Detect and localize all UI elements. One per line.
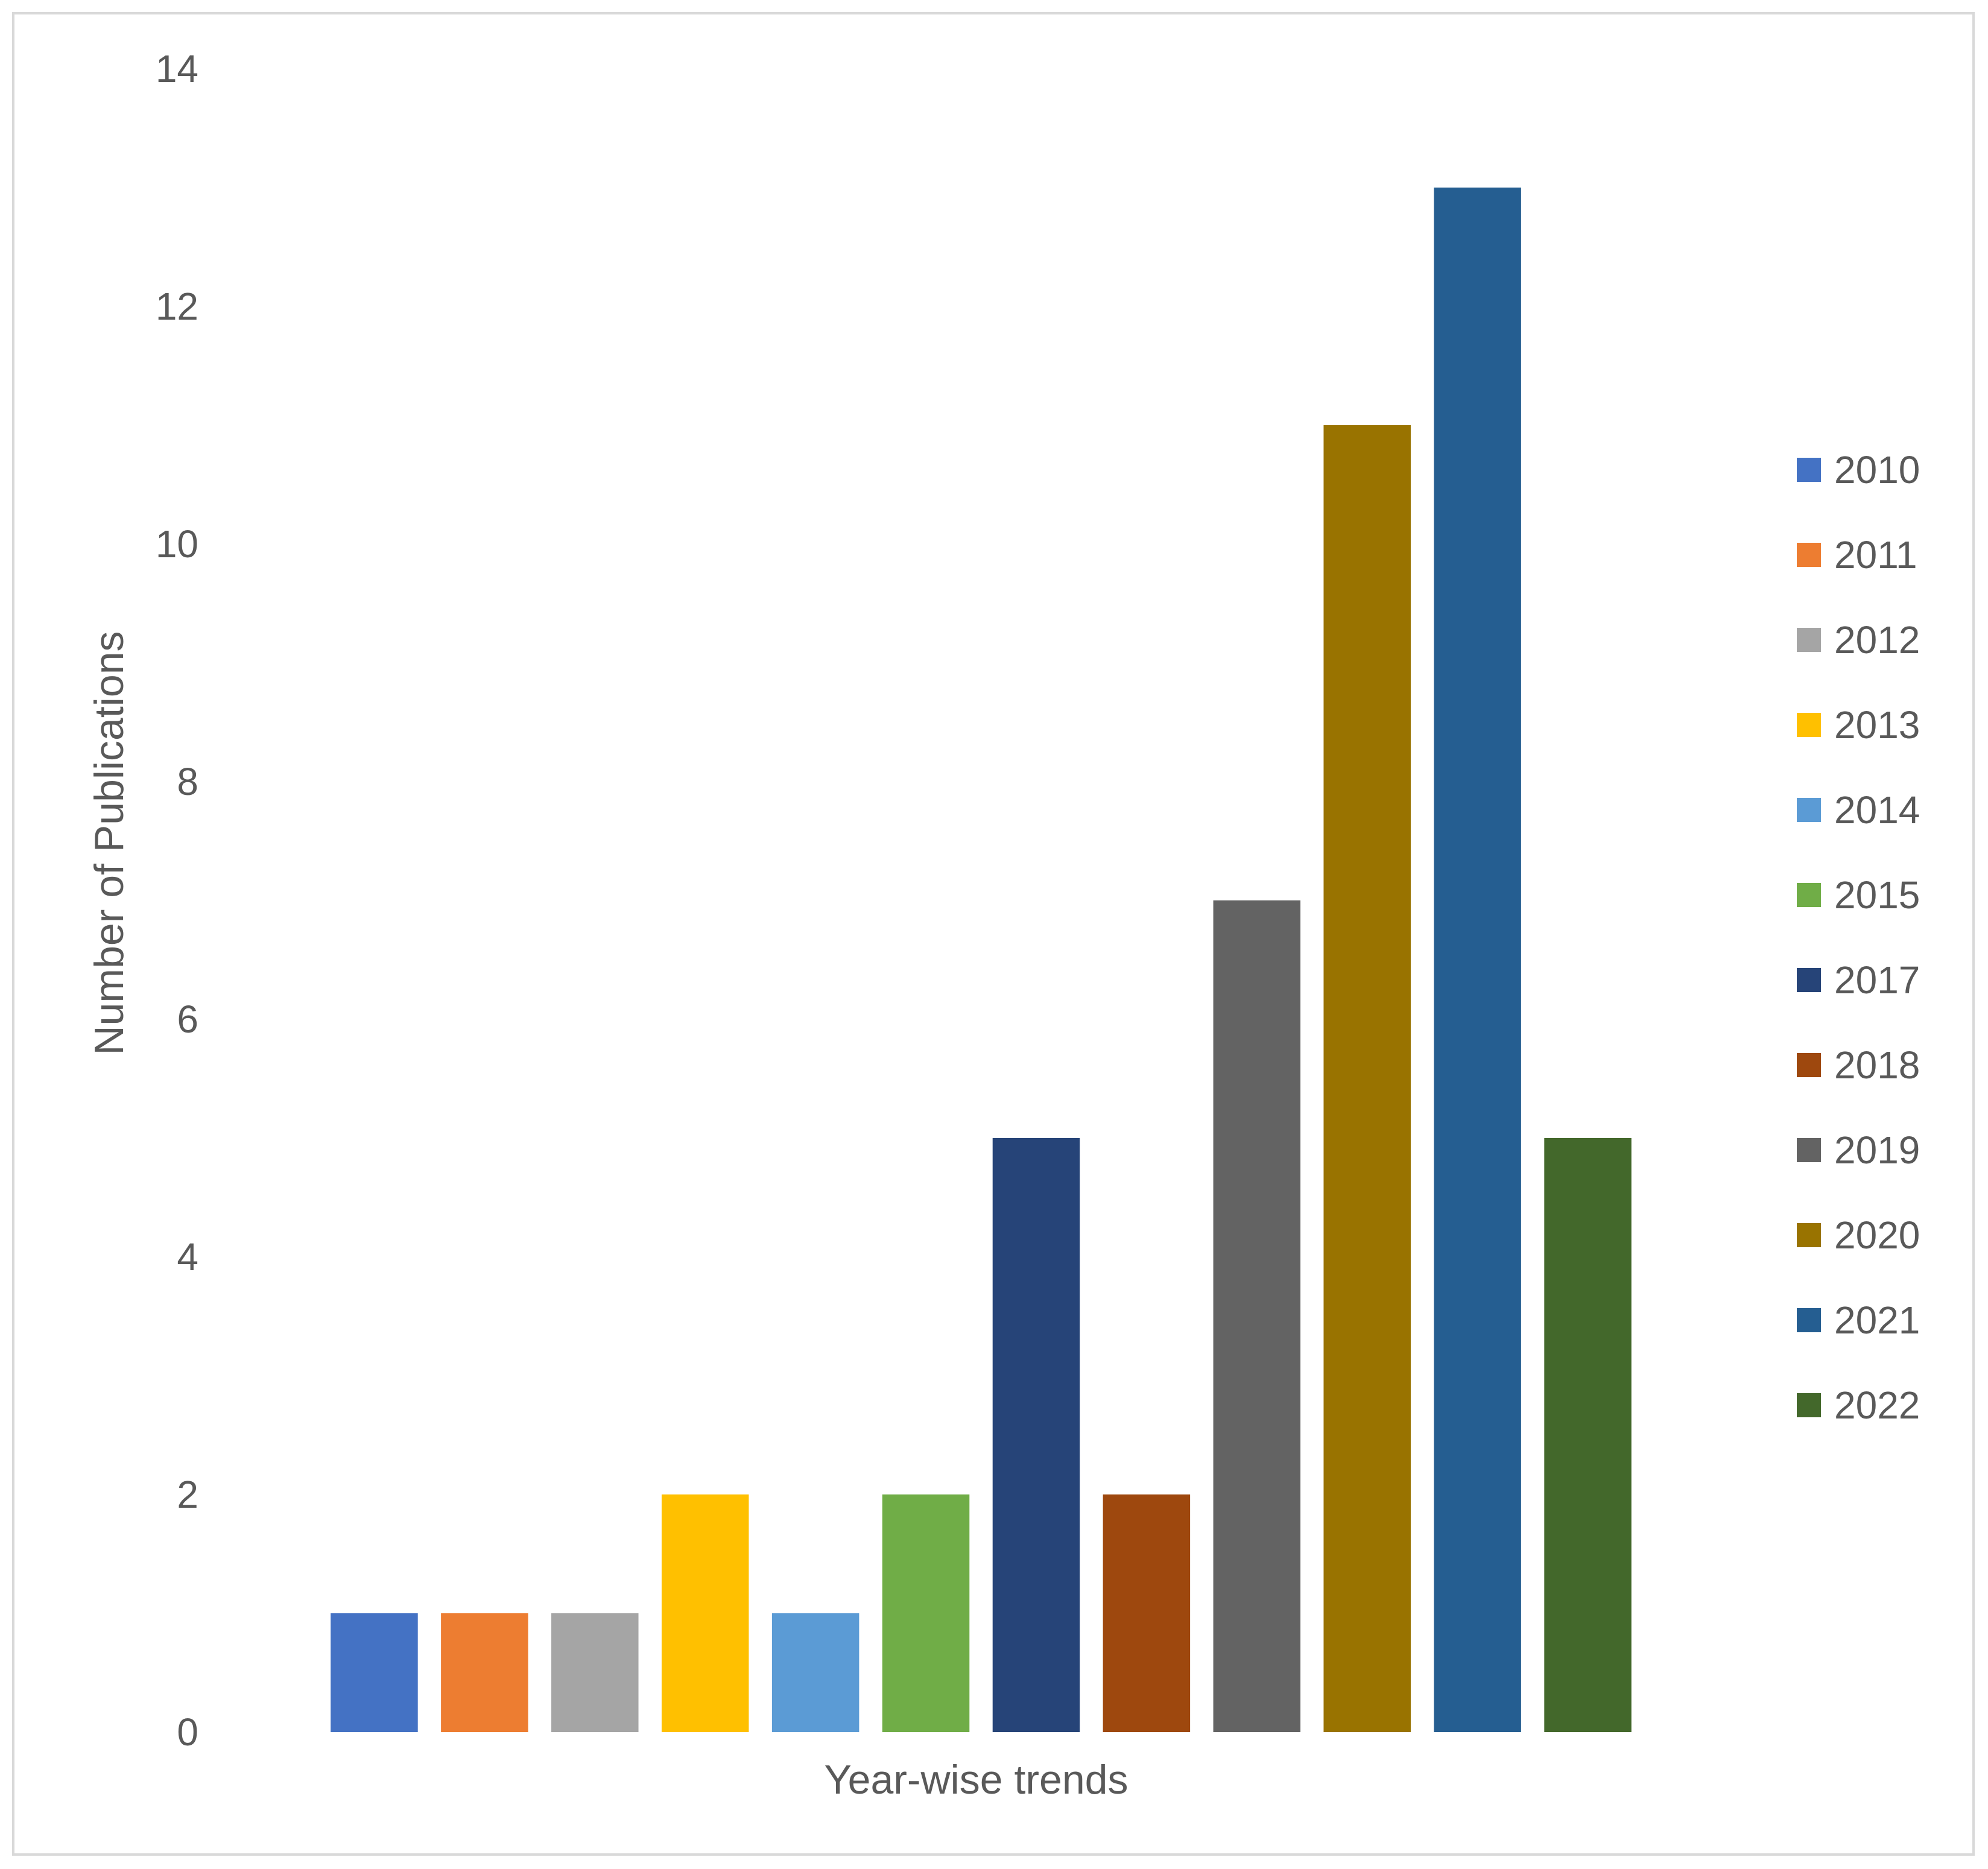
- bar-2018: [1103, 1494, 1191, 1732]
- y-tick-label: 12: [156, 285, 198, 328]
- bar-2022: [1544, 1138, 1632, 1732]
- legend-swatch-2015: [1797, 883, 1821, 907]
- legend-swatch-2017: [1797, 968, 1821, 992]
- legend-label-2015: 2015: [1834, 873, 1920, 917]
- bar-2020: [1323, 425, 1411, 1732]
- legend-label-2018: 2018: [1834, 1043, 1920, 1087]
- y-tick-label: 10: [156, 522, 198, 566]
- bar-chart: 0 2 4 6 8 10 12 14 2010 2011 2012 2013 2014 2015 2017…: [86, 47, 1920, 1803]
- legend-label-2012: 2012: [1834, 618, 1920, 662]
- legend-label-2014: 2014: [1834, 788, 1920, 832]
- legend-swatch-2021: [1797, 1308, 1821, 1332]
- bar-2014: [771, 1613, 859, 1732]
- legend-swatch-2018: [1797, 1053, 1821, 1077]
- bar-2019: [1213, 900, 1301, 1732]
- y-tick-label: 8: [177, 760, 198, 803]
- legend-label-2020: 2020: [1834, 1213, 1920, 1257]
- legend-swatch-2010: [1797, 458, 1821, 482]
- legend-swatch-2014: [1797, 798, 1821, 822]
- chart-frame: 0 2 4 6 8 10 12 14 2010 2011 2012 2013 2014 2015 2017…: [12, 12, 1975, 1856]
- bar-2015: [882, 1494, 970, 1732]
- y-tick-label: 0: [177, 1710, 198, 1754]
- bar-2011: [441, 1613, 528, 1732]
- bar-2010: [331, 1613, 418, 1732]
- y-axis-ticks: 0 2 4 6 8 10 12 14: [156, 47, 198, 1754]
- legend-swatch-2011: [1797, 543, 1821, 567]
- legend-label-2010: 2010: [1834, 448, 1920, 492]
- bar-2021: [1434, 188, 1521, 1732]
- legend-label-2017: 2017: [1834, 958, 1920, 1002]
- legend-swatch-2022: [1797, 1393, 1821, 1417]
- legend-label-2013: 2013: [1834, 703, 1920, 747]
- legend-swatch-2019: [1797, 1138, 1821, 1162]
- legend-label-2011: 2011: [1834, 533, 1917, 577]
- y-tick-label: 2: [177, 1473, 198, 1516]
- bar-2017: [992, 1138, 1080, 1732]
- legend-swatch-2020: [1797, 1223, 1821, 1247]
- bars: [331, 188, 1632, 1732]
- legend-swatch-2013: [1797, 713, 1821, 737]
- y-tick-label: 4: [177, 1235, 198, 1279]
- x-axis-title: Year-wise trends: [825, 1757, 1129, 1803]
- bar-2012: [551, 1613, 639, 1732]
- legend-label-2019: 2019: [1834, 1128, 1920, 1172]
- y-axis-title: Number of Publications: [86, 631, 132, 1055]
- legend-label-2022: 2022: [1834, 1384, 1920, 1427]
- y-tick-label: 6: [177, 998, 198, 1041]
- legend-swatch-2012: [1797, 628, 1821, 652]
- legend-label-2021: 2021: [1834, 1298, 1920, 1342]
- bar-2013: [661, 1494, 749, 1732]
- legend: 2010 2011 2012 2013 2014 2015 2017 2018 2019 2020…: [1797, 448, 1920, 1427]
- y-tick-label: 14: [156, 47, 198, 90]
